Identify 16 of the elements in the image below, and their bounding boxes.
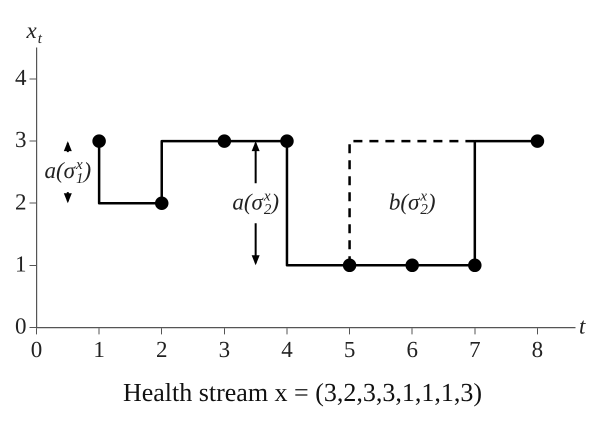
x-axis-title: t — [579, 313, 586, 338]
x-tick-label: 0 — [30, 337, 42, 362]
x-tick-label: 8 — [532, 337, 544, 362]
y-tick-label: 3 — [15, 127, 26, 152]
x-tick-label: 5 — [344, 337, 356, 362]
x-tick-label: 2 — [156, 337, 168, 362]
x-tick-label: 1 — [93, 337, 105, 362]
y-tick-label: 0 — [15, 313, 26, 338]
x-tick-label: 4 — [281, 337, 294, 362]
x-tick-label: 3 — [218, 337, 230, 362]
x-tick-label: 6 — [406, 337, 418, 362]
y-tick-label: 4 — [15, 65, 27, 90]
x-tick-label: 7 — [469, 337, 481, 362]
y-tick-label: 1 — [15, 251, 26, 276]
text: Health stream x = (3,2,3,3,1,1,1,3) — [122, 378, 484, 408]
y-tick-label: 2 — [15, 189, 26, 214]
